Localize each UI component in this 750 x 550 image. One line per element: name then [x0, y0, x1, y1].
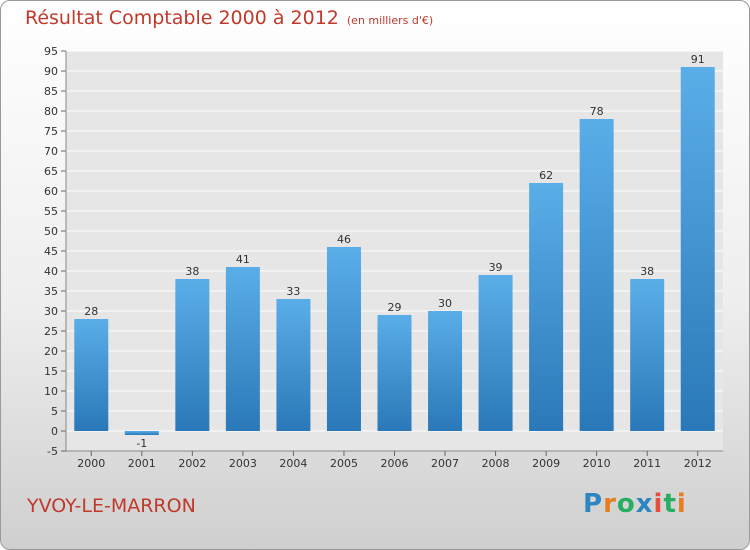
- bar-value-label: 29: [388, 301, 402, 314]
- y-tick-label: 25: [44, 325, 58, 338]
- y-tick-label: -5: [47, 445, 58, 458]
- x-tick-label: 2007: [431, 457, 459, 470]
- bar: [377, 315, 412, 431]
- x-tick-label: 2006: [381, 457, 409, 470]
- logo-letter: x: [635, 489, 654, 519]
- logo-letter: o: [616, 489, 636, 519]
- y-tick-label: 5: [51, 405, 58, 418]
- bar: [326, 247, 361, 431]
- bar: [74, 319, 109, 431]
- y-tick-label: 75: [44, 125, 58, 138]
- bar-value-label: 38: [640, 265, 654, 278]
- x-tick-label: 2011: [633, 457, 661, 470]
- bar: [225, 267, 260, 431]
- bar-value-label: 41: [236, 253, 250, 266]
- bar: [175, 279, 210, 431]
- title-text: Résultat Comptable 2000 à 2012: [25, 7, 339, 29]
- y-tick-label: 45: [44, 245, 58, 258]
- bar: [630, 279, 665, 431]
- bar-value-label: 91: [691, 53, 705, 66]
- x-tick-label: 2001: [128, 457, 156, 470]
- y-tick-label: 15: [44, 365, 58, 378]
- bar: [529, 183, 564, 431]
- x-tick-label: 2005: [330, 457, 358, 470]
- y-tick-label: 70: [44, 145, 58, 158]
- bar-value-label: 39: [489, 261, 503, 274]
- y-tick-label: 85: [44, 85, 58, 98]
- x-tick-label: 2008: [482, 457, 510, 470]
- x-tick-label: 2003: [229, 457, 257, 470]
- x-tick-label: 2000: [77, 457, 105, 470]
- bar-value-label: 62: [539, 169, 553, 182]
- y-tick-label: 10: [44, 385, 58, 398]
- y-tick-label: 65: [44, 165, 58, 178]
- x-tick-label: 2010: [583, 457, 611, 470]
- logo-letter: i: [653, 489, 664, 519]
- y-tick-label: 30: [44, 305, 58, 318]
- x-tick-label: 2004: [279, 457, 307, 470]
- bar-value-label: 46: [337, 233, 351, 246]
- x-tick-label: 2009: [532, 457, 560, 470]
- y-tick-label: 40: [44, 265, 58, 278]
- bar: [276, 299, 311, 431]
- y-tick-label: 35: [44, 285, 58, 298]
- chart-title: Résultat Comptable 2000 à 2012 (en millie…: [25, 7, 433, 29]
- title-unit: (en milliers d'€): [346, 14, 434, 27]
- y-tick-label: 55: [44, 205, 58, 218]
- y-tick-label: 0: [51, 425, 58, 438]
- bar-value-label: 28: [84, 305, 98, 318]
- y-tick-label: 80: [44, 105, 58, 118]
- logo-letter: r: [603, 489, 617, 519]
- logo-letter: i: [676, 489, 687, 519]
- y-tick-label: 50: [44, 225, 58, 238]
- x-tick-label: 2002: [178, 457, 206, 470]
- city-name: YVOY-LE-MARRON: [27, 495, 196, 517]
- bar-value-label: 38: [185, 265, 199, 278]
- logo-letter: P: [583, 489, 604, 519]
- y-tick-label: 95: [44, 45, 58, 58]
- bar-value-label: 33: [286, 285, 300, 298]
- bar: [680, 67, 715, 431]
- x-tick-label: 2012: [684, 457, 712, 470]
- proxiti-logo: Proxiti: [583, 489, 687, 519]
- bar: [428, 311, 463, 431]
- bar-value-label: 30: [438, 297, 452, 310]
- y-tick-label: 90: [44, 65, 58, 78]
- y-tick-label: 20: [44, 345, 58, 358]
- bar-value-label: 78: [590, 105, 604, 118]
- y-tick-label: 60: [44, 185, 58, 198]
- bar: [478, 275, 513, 431]
- bar: [124, 431, 159, 435]
- logo-letter: t: [663, 489, 677, 519]
- bar-value-label: -1: [136, 437, 147, 450]
- bar: [579, 119, 614, 431]
